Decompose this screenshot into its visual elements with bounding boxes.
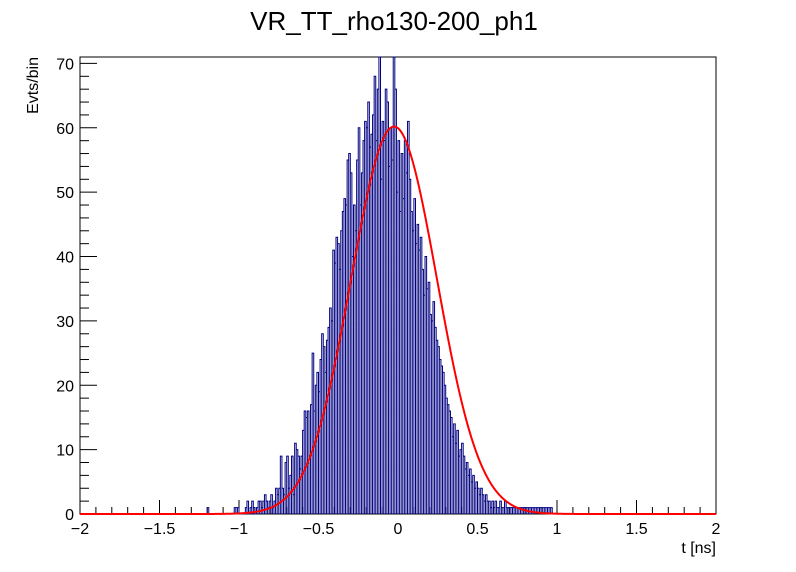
y-tick-label: 30: [56, 314, 74, 331]
x-tick-label: −1: [230, 521, 248, 538]
x-tick-label: −2: [71, 521, 89, 538]
x-tick-label: −0.5: [303, 521, 335, 538]
y-axis-tick-labels: 0 10 20 30 40 50 60 70: [56, 56, 74, 524]
y-axis-label: Evts/bin: [25, 57, 42, 114]
histogram-series: [80, 56, 553, 515]
y-axis-ticks: [80, 62, 97, 515]
chart-title: VR_TT_rho130-200_ph1: [250, 6, 538, 36]
x-tick-label: 1: [553, 521, 562, 538]
x-axis-label: t [ns]: [681, 540, 716, 557]
x-axis-tick-labels: −2 −1.5 −1 −0.5 0 0.5 1 1.5 2: [71, 521, 721, 538]
y-tick-label: 50: [56, 185, 74, 202]
x-tick-label: 0: [394, 521, 403, 538]
x-tick-label: 1.5: [625, 521, 647, 538]
x-tick-label: 0.5: [466, 521, 488, 538]
y-tick-label: 10: [56, 443, 74, 460]
x-tick-label: 2: [712, 521, 721, 538]
x-tick-label: −1.5: [144, 521, 176, 538]
y-tick-label: 60: [56, 121, 74, 138]
y-tick-label: 40: [56, 250, 74, 267]
y-tick-label: 20: [56, 378, 74, 395]
y-tick-label: 70: [56, 56, 74, 73]
y-tick-label: 0: [65, 507, 74, 524]
gaussian-fit-curve: [80, 125, 716, 515]
